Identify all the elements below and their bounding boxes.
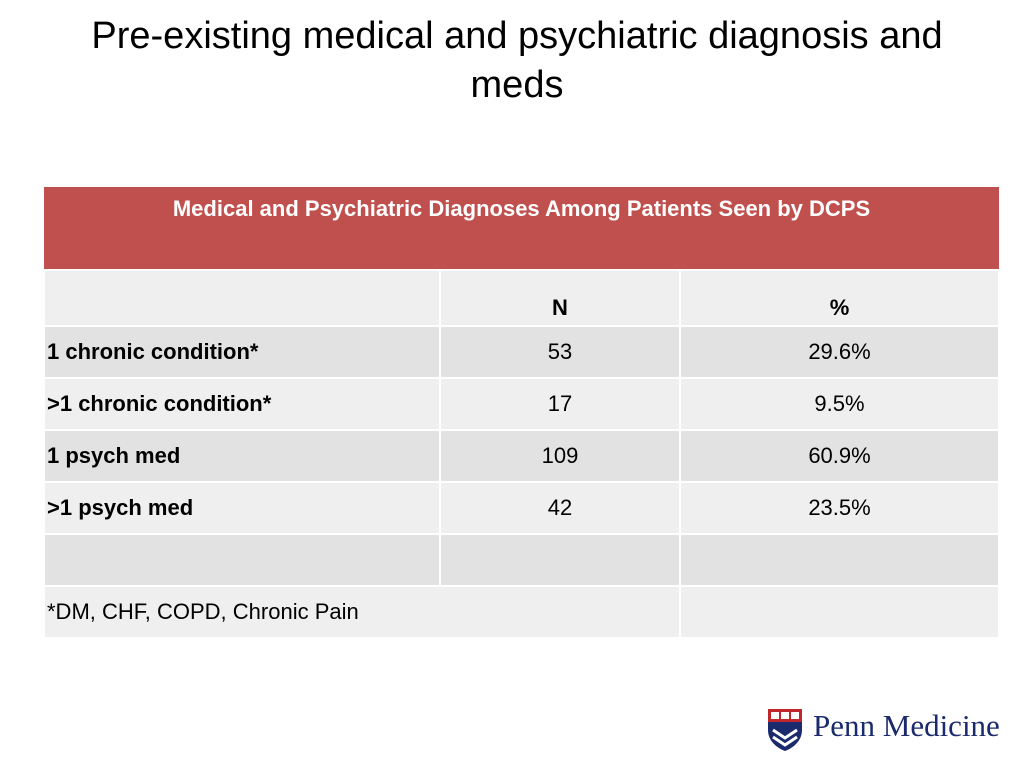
row-percent: 9.5% [678, 377, 1001, 431]
table-row: >1 psych med 42 23.5% [43, 481, 1001, 535]
row-n: 109 [439, 429, 681, 483]
table-caption: Medical and Psychiatric Diagnoses Among … [44, 187, 1000, 270]
table-footnote: *DM, CHF, COPD, Chronic Pain [43, 585, 681, 639]
table-row: 1 chronic condition* 53 29.6% [43, 325, 1001, 379]
row-percent [678, 533, 1001, 587]
row-n: 53 [439, 325, 681, 379]
column-header-n: N [439, 269, 681, 327]
table-row: 1 psych med 109 60.9% [43, 429, 1001, 483]
row-n: 17 [439, 377, 681, 431]
row-label: 1 chronic condition* [43, 325, 441, 379]
table-row: >1 chronic condition* 17 9.5% [43, 377, 1001, 431]
row-percent: 23.5% [678, 481, 1001, 535]
row-label [43, 533, 441, 587]
row-percent: 60.9% [678, 429, 1001, 483]
penn-medicine-logo: Penn Medicine [767, 706, 1023, 754]
row-label: >1 psych med [43, 481, 441, 535]
row-label: >1 chronic condition* [43, 377, 441, 431]
row-label: 1 psych med [43, 429, 441, 483]
table-column-header-row: N % [43, 269, 1001, 327]
penn-shield-icon [768, 709, 802, 751]
table-row-empty [43, 533, 1001, 587]
row-n [439, 533, 681, 587]
footnote-empty-cell [678, 585, 1001, 639]
row-percent: 29.6% [678, 325, 1001, 379]
column-header-percent: % [678, 269, 1001, 327]
column-header-label [43, 269, 441, 327]
logo-text: Penn Medicine [813, 708, 1000, 743]
slide-title: Pre-existing medical and psychiatric dia… [91, 15, 943, 106]
row-n: 42 [439, 481, 681, 535]
table-caption-row: Medical and Psychiatric Diagnoses Among … [44, 187, 1000, 270]
diagnoses-table: Medical and Psychiatric Diagnoses Among … [43, 187, 1001, 639]
table-footnote-row: *DM, CHF, COPD, Chronic Pain [43, 585, 1001, 639]
